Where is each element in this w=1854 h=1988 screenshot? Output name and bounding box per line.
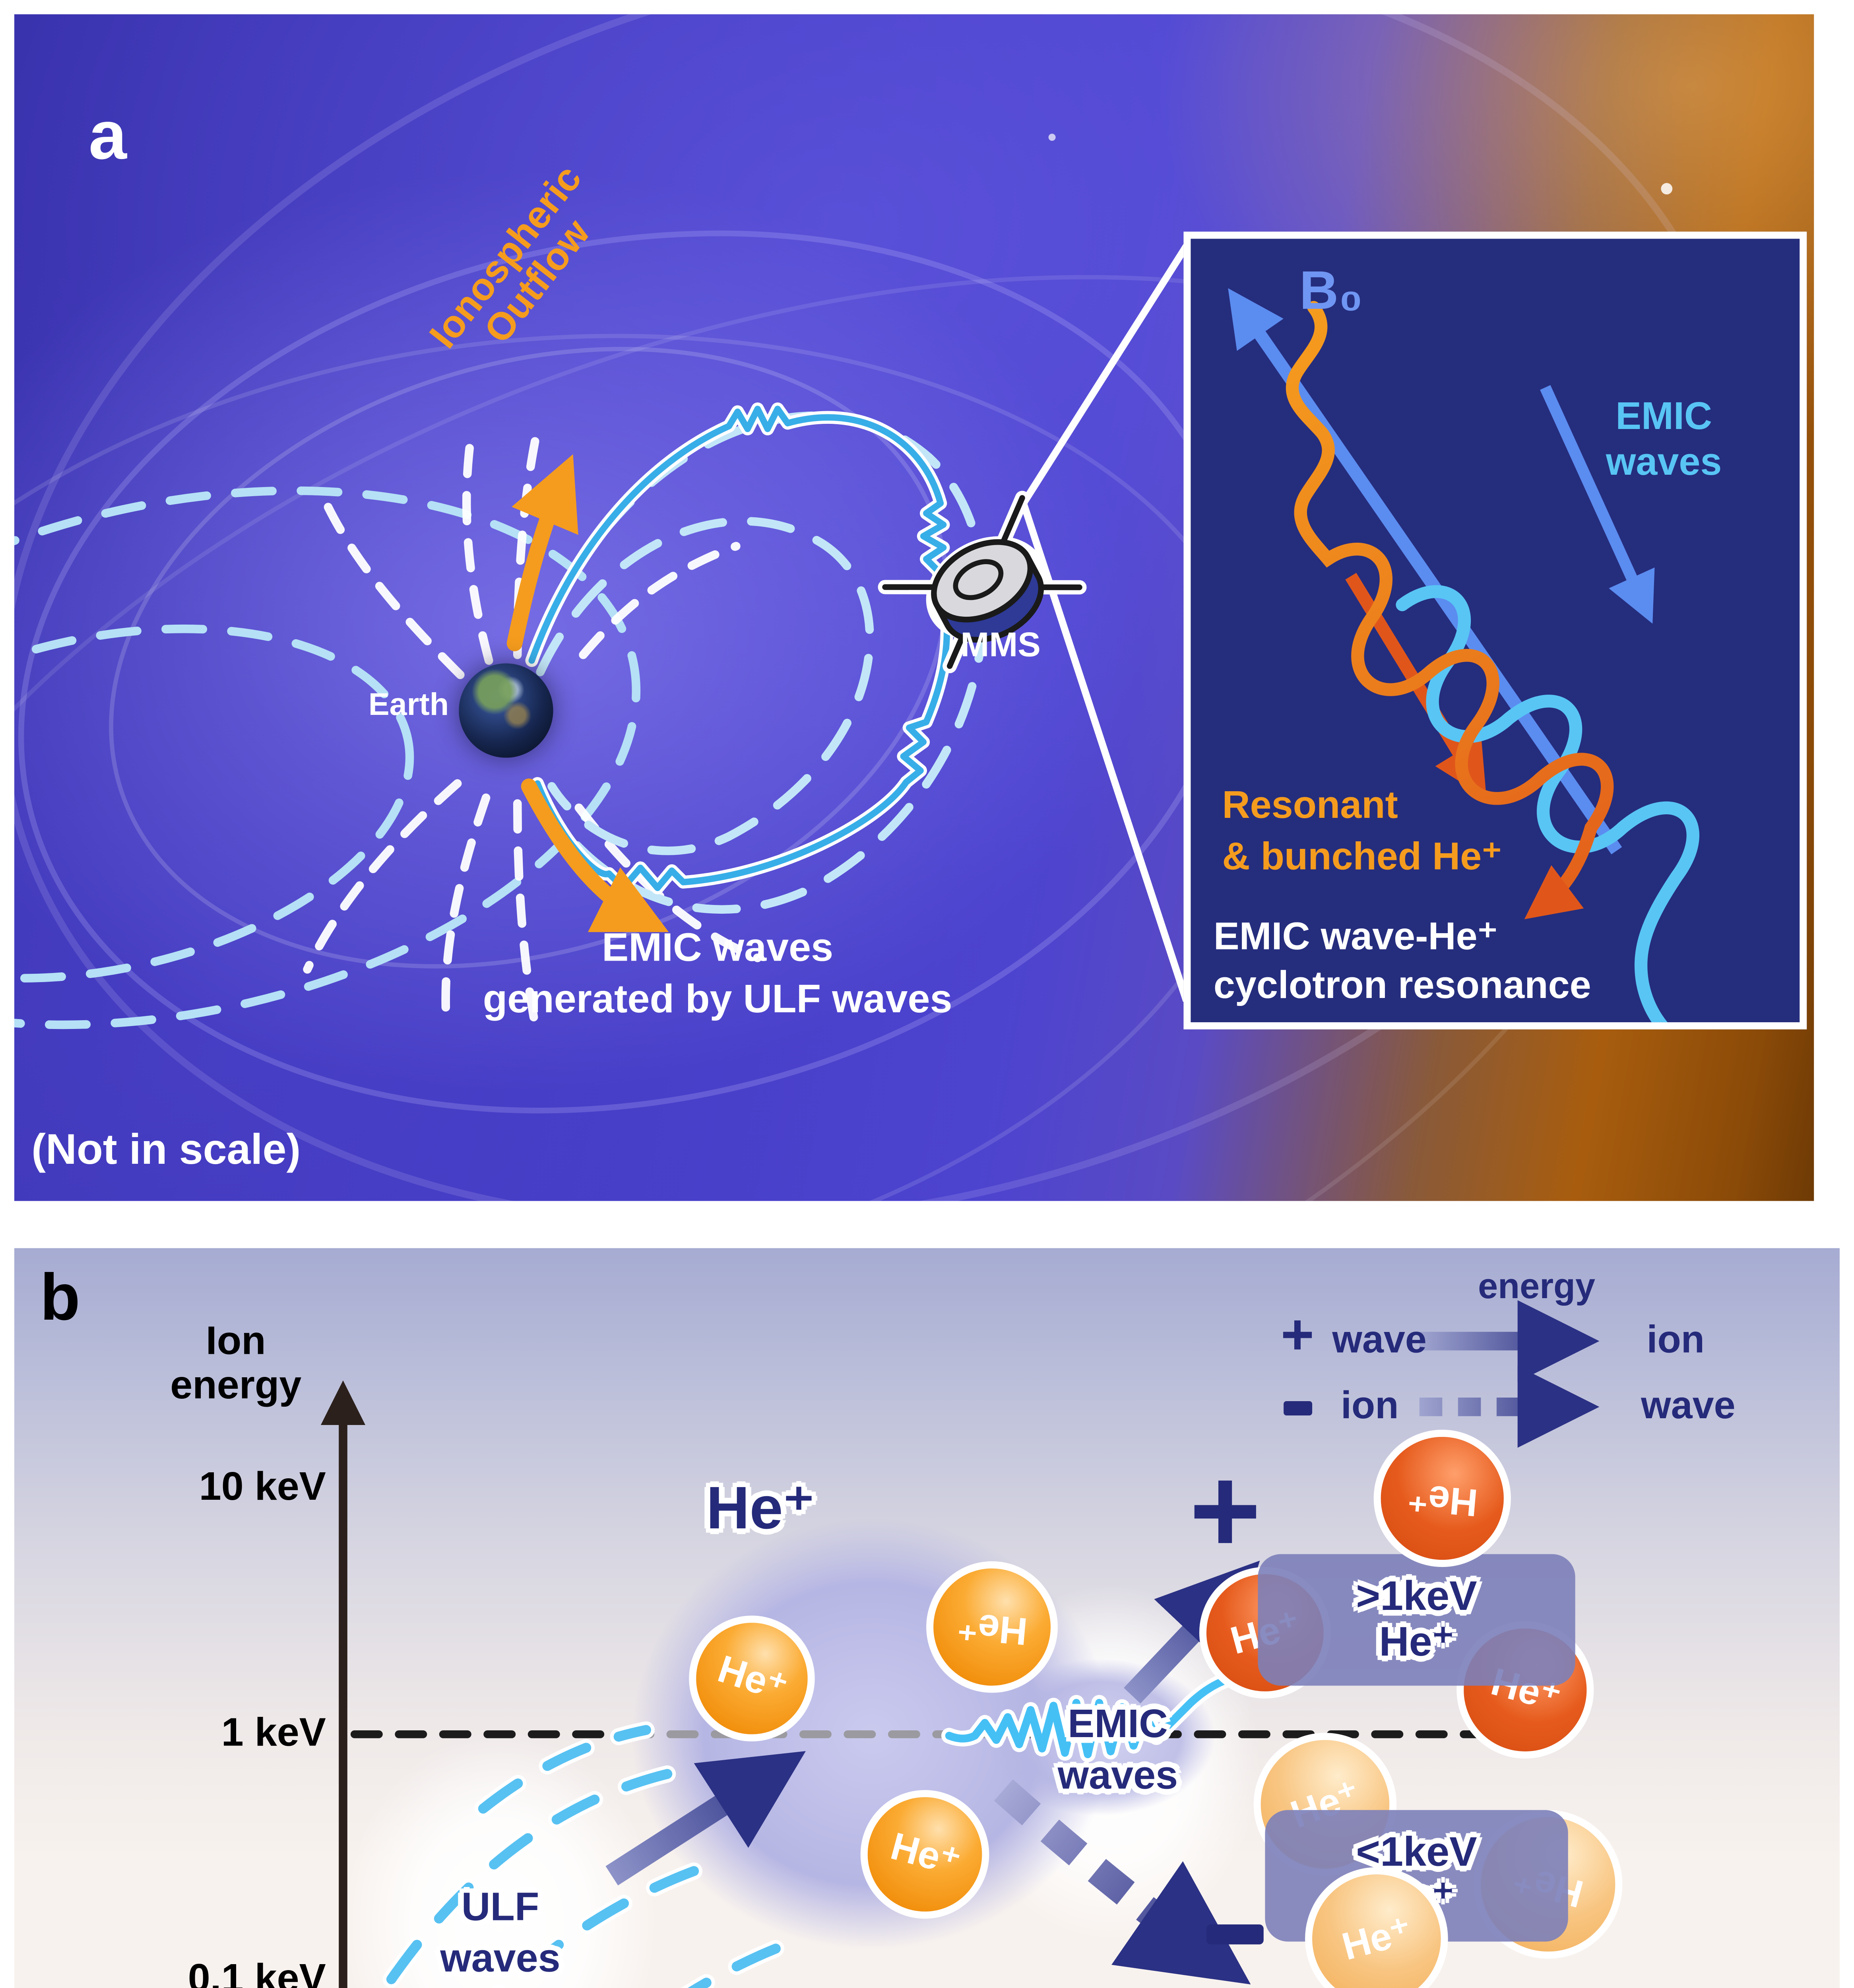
legend-plus-sign: + [1280,1304,1314,1367]
wave-to-ion-arrow-1 [605,1751,806,1886]
dashed-field-loops-right [531,411,989,914]
deenergization-minus-sign [1206,1924,1264,1945]
panel-b-label: b [40,1259,80,1334]
y-tick-1kev: 1 keV [221,1710,326,1755]
cyclotron-resonance-inset: B₀ EMIC waves Resonant & bunched He⁺ EMI… [1183,231,1807,1030]
legend-minus-sign [1284,1401,1313,1415]
star-dot [1661,183,1673,195]
mms-label: MMS [960,626,1041,665]
resonant-bunched-label: Resonant & bunched He⁺ [1222,783,1502,879]
inset-caption: EMIC wave-He⁺ cyclotron resonance [1213,915,1591,1006]
legend-row1-target: ion [1646,1318,1705,1361]
earth-icon [459,663,553,758]
y-tick-10kev: 10 keV [199,1464,326,1508]
b0-field-arrow [1228,288,1622,854]
gt-1kev-box: >1keV He⁺ [1258,1554,1575,1686]
not-in-scale-note: (Not in scale) [31,1126,301,1174]
y-axis-title: Ion energy [170,1318,302,1408]
outflow-arrows [506,454,669,932]
ion-to-wave-dashed-arrow [994,1779,1251,1985]
legend-row2-source: ion [1340,1384,1399,1427]
inset-graphics [1228,288,1699,1023]
he-ion-ball: He⁺ [926,1561,1058,1693]
emic-waves-label: EMIC waves [1057,1701,1178,1798]
y-tick-01kev: 0.1 keV [188,1956,326,1988]
mms-spacecraft-icon [878,491,1087,674]
emic-wave-coil [1396,585,1699,1023]
earth-label: Earth [368,686,449,722]
he-ion-ball: He⁺ [1373,1429,1511,1567]
ulf-wave-arcs [375,1721,788,1988]
emic-generated-caption: EMIC waves generated by ULF waves [483,925,952,1021]
ulf-waves-label: ULF waves [440,1884,560,1981]
energization-plus-sign: + [1189,1442,1261,1580]
legend-row2-target: wave [1641,1384,1736,1427]
he-ion-ball: He⁺ [689,1615,815,1741]
dashed-field-loops-left [14,486,641,1029]
legend-row1-source: wave [1332,1318,1427,1361]
he-population-label: He⁺ [706,1474,815,1541]
emic-waves-arrow [1540,385,1655,624]
b0-label: B₀ [1299,262,1363,322]
emic-wave-squiggle [941,1670,1239,1762]
panel-a-label: a [88,99,127,175]
he-ion-ball: He⁺ [860,1790,989,1919]
star-dot [1048,134,1056,141]
legend-energy-label: energy [1478,1266,1595,1307]
inset-emic-waves-label: EMIC waves [1606,394,1722,484]
resonant-he-coil [1286,301,1614,919]
